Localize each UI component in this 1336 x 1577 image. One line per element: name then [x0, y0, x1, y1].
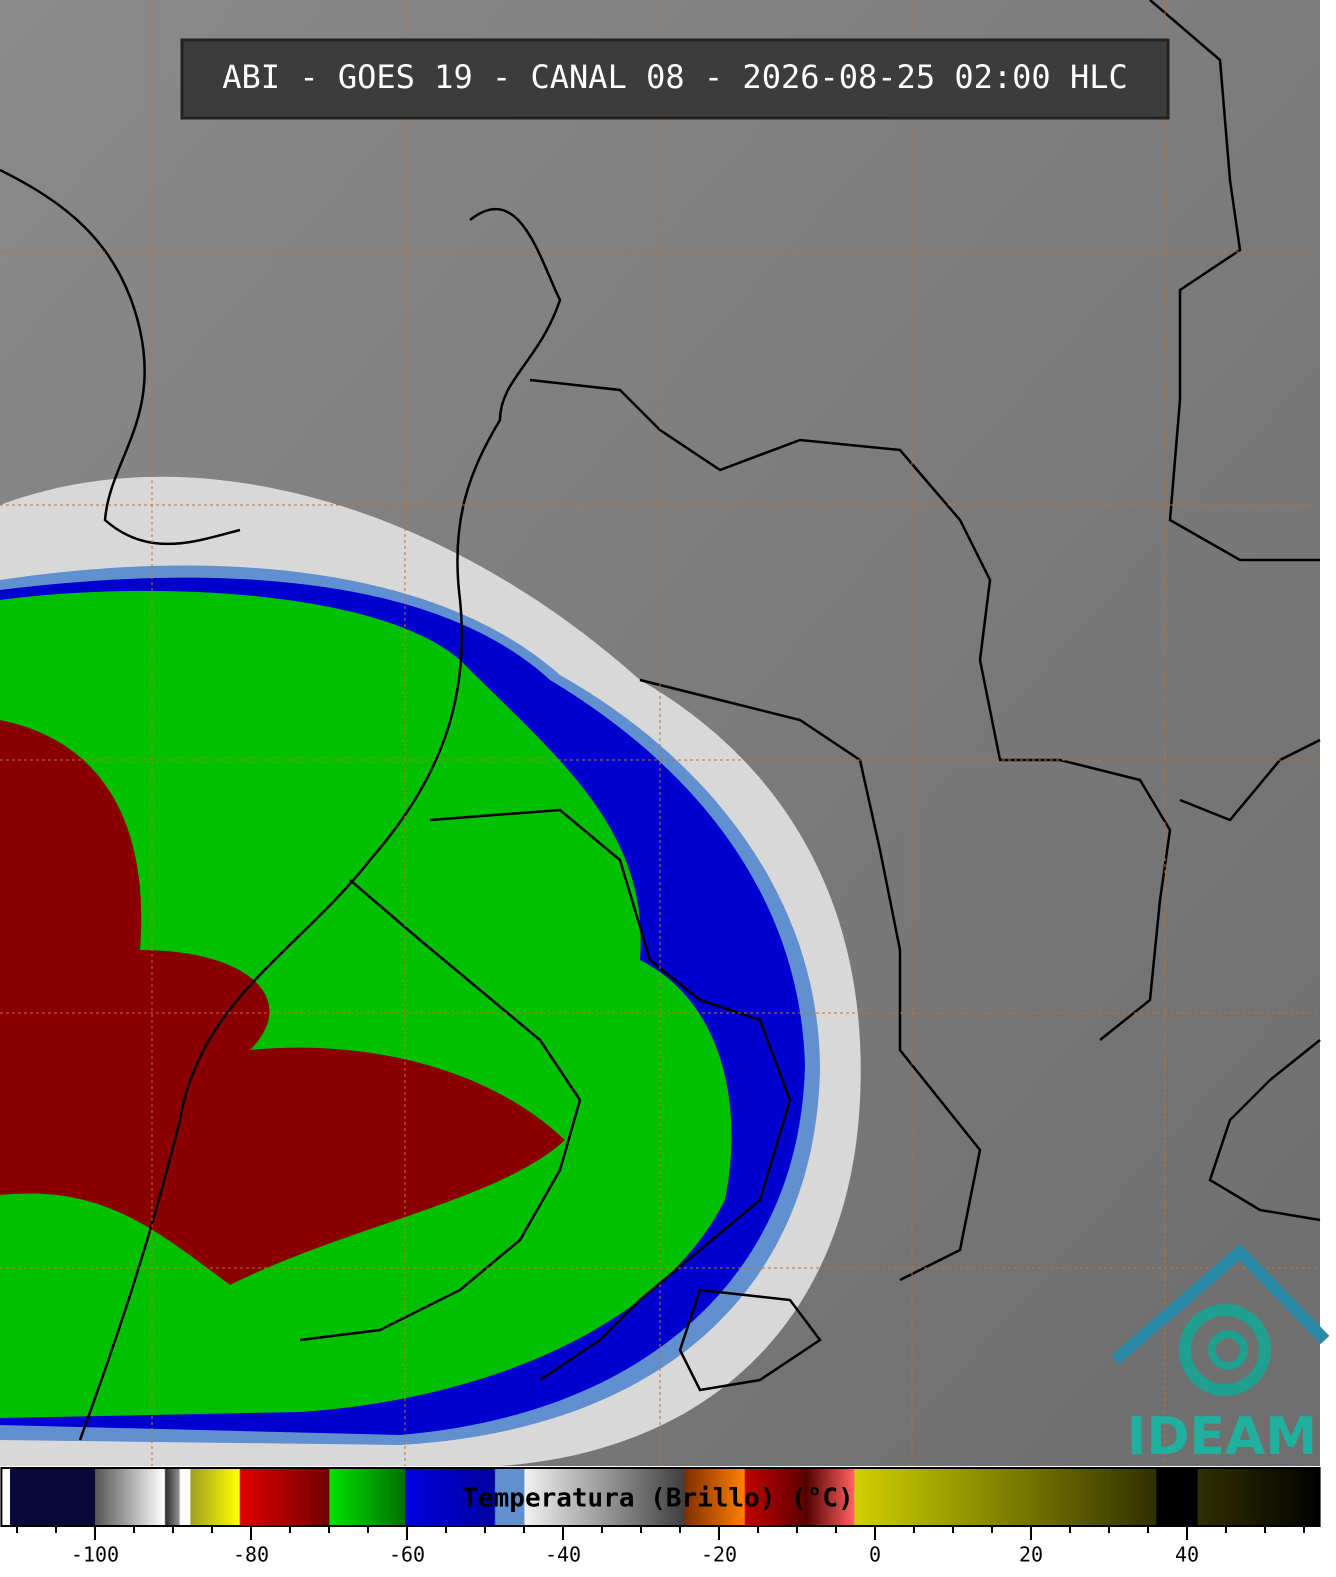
tick-label: 20 — [1019, 1543, 1043, 1567]
tick-label: -60 — [389, 1543, 425, 1567]
tick-label: -100 — [71, 1543, 119, 1567]
tick-label: -20 — [701, 1543, 737, 1567]
tick-label: -80 — [233, 1543, 269, 1567]
tick-label: -40 — [545, 1543, 581, 1567]
logo-text: IDEAM — [1127, 1407, 1317, 1467]
map — [0, 0, 1321, 1466]
title: ABI - GOES 19 - CANAL 08 - 2026-08-25 02… — [222, 58, 1127, 96]
colorbar-scale — [0, 1467, 1321, 1527]
tick-label: 0 — [869, 1543, 881, 1567]
cloud-coldest — [0, 720, 565, 1285]
tick-label: 40 — [1175, 1543, 1199, 1567]
logo: IDEAM — [1111, 1243, 1330, 1467]
title-box: ABI - GOES 19 - CANAL 08 - 2026-08-25 02… — [180, 38, 1170, 120]
colorbar: Temperatura (Brillo) (°C) -100 -80 -60 -40 -2… — [0, 1467, 1321, 1567]
lat-lon-grid — [0, 0, 1320, 1466]
colorbar-label: Temperatura (Brillo) (°C) — [462, 1484, 853, 1514]
